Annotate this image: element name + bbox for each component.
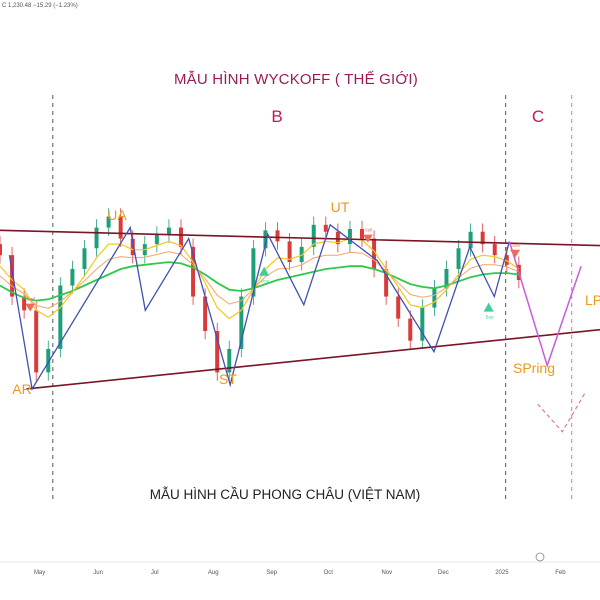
event-label-spring: SPring: [513, 360, 555, 376]
projection-up-line: [508, 241, 582, 368]
candle-body: [0, 244, 2, 256]
candle-body: [227, 348, 232, 373]
ma-green-line: [0, 261, 520, 302]
candle-body: [154, 234, 159, 245]
sell-signal-label: Sell: [27, 297, 35, 302]
x-tick-label: May: [34, 570, 45, 576]
candle-body: [287, 241, 292, 263]
sell-signal-label: Sell: [512, 243, 520, 248]
candlesticks: [0, 208, 521, 381]
x-tick-label: Dec: [438, 570, 449, 576]
buy-signal-label: Buy: [486, 315, 495, 320]
candle-body: [372, 238, 377, 269]
projection-down-line: [537, 392, 586, 433]
timezone-icon[interactable]: [535, 552, 545, 562]
x-tick-label: Feb: [555, 570, 566, 576]
candle-body: [396, 296, 401, 319]
candle-body: [46, 348, 51, 373]
x-axis-ticks: May Jun Jul Aug Sep Oct Nov Dec 2025 Feb: [34, 570, 566, 576]
chart-title: MẪU HÌNH WYCKOFF ( THẾ GIỚI): [174, 71, 418, 88]
candle-body: [10, 255, 15, 297]
price-readout: C 1,230.48 −15.29 (−1.23%): [2, 3, 78, 9]
ma-orange-line: [0, 251, 520, 309]
buy-signal-label: Buy: [261, 279, 270, 284]
channel-lines: [0, 229, 600, 390]
zigzag-line: [8, 223, 511, 391]
candle-body: [251, 248, 256, 297]
ma-yellow-line: [0, 237, 520, 320]
candle-body: [70, 268, 75, 286]
zigzag-path: [8, 223, 511, 391]
sell-signal-icon: [362, 234, 373, 243]
sell-signal-icon: [25, 303, 36, 312]
candle-body: [275, 230, 280, 242]
buy-signal-icon: [483, 302, 494, 312]
candle-body: [203, 296, 208, 332]
candle-body: [480, 231, 485, 245]
event-label-ut: UT: [331, 199, 350, 215]
candle-body: [82, 248, 87, 269]
x-tick-label: Jul: [151, 570, 159, 576]
event-label-st: ST: [219, 371, 237, 387]
candle-body: [504, 255, 509, 265]
candle-body: [58, 285, 63, 349]
phase-label-c: C: [532, 107, 544, 126]
candle-body: [420, 307, 425, 341]
phase-label-b: B: [271, 107, 282, 126]
event-label-ar: AR: [12, 381, 31, 397]
candle-body: [106, 216, 111, 228]
event-label-lp: LP: [585, 292, 600, 308]
event-label-ua: UA: [107, 207, 127, 223]
x-tick-label: Oct: [324, 570, 334, 576]
candle-body: [347, 228, 352, 245]
footer-title: MẪU HÌNH CẦU PHONG CHÂU (VIỆT NAM): [150, 487, 421, 502]
x-tick-label: Aug: [208, 570, 219, 576]
candle-body: [215, 331, 220, 373]
buy-signal-icon: [259, 266, 270, 276]
candle-body: [311, 224, 316, 247]
projection-paths: [508, 241, 586, 433]
candle-body: [34, 310, 39, 373]
candle-body: [118, 216, 123, 239]
candle-body: [263, 230, 268, 249]
candle-body: [456, 248, 461, 269]
candle-body: [432, 288, 437, 308]
candle-body: [94, 227, 99, 249]
candle-body: [408, 318, 413, 341]
channel-upper-line: [0, 229, 600, 247]
candle-body: [166, 227, 171, 235]
x-tick-label: Nov: [381, 570, 392, 576]
candle-body: [384, 268, 389, 297]
sell-signal-icon: [510, 249, 521, 258]
sell-signal-label: Sell: [365, 228, 373, 233]
channel-lower-line: [26, 328, 600, 390]
candle-body: [22, 296, 27, 311]
candle-body: [492, 244, 497, 256]
candle-body: [444, 268, 449, 289]
candle-body: [179, 227, 184, 247]
candle-body: [239, 296, 244, 349]
x-tick-label: 2025: [495, 570, 509, 576]
candle-body: [130, 238, 135, 256]
candle-body: [323, 224, 328, 232]
signal-markers: Sell Sell Sell Buy Buy: [25, 228, 521, 320]
candle-body: [335, 231, 340, 245]
candle-body: [468, 231, 473, 249]
moving-averages: [0, 237, 520, 320]
candle-body: [360, 228, 365, 239]
x-tick-label: Sep: [266, 570, 277, 576]
x-tick-label: Jun: [93, 570, 103, 576]
candle-body: [191, 246, 196, 297]
